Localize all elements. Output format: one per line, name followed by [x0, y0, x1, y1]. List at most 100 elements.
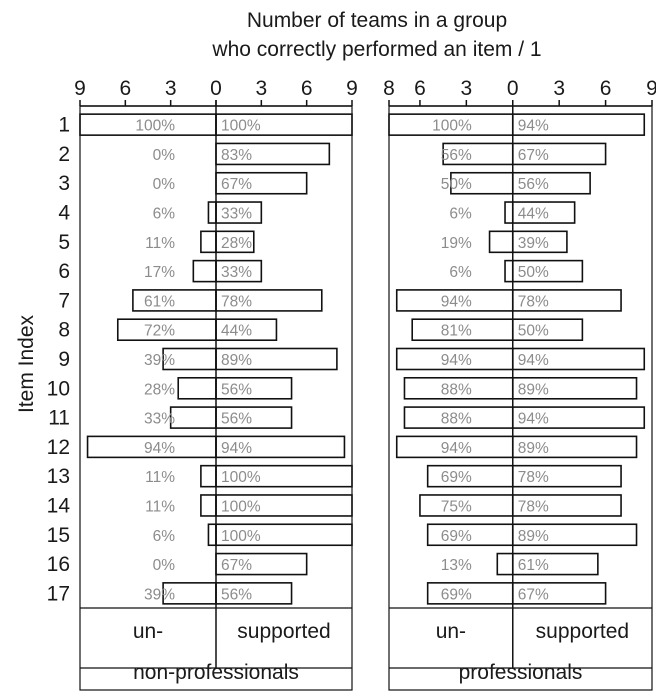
condition-label-supported: supported [237, 620, 330, 643]
data-label-supported-14: 78% [518, 498, 549, 515]
data-label-un-15: 69% [441, 528, 472, 545]
row-label-10: 10 [47, 377, 70, 400]
bar-supported-7 [511, 289, 622, 312]
row-label-14: 14 [47, 494, 71, 517]
x-tick-label: 6 [600, 77, 612, 100]
row-label-11: 11 [48, 407, 70, 430]
data-label-un-12: 94% [441, 440, 472, 457]
data-label-un-5: 19% [441, 235, 472, 252]
row-label-4: 4 [58, 202, 70, 225]
bar-un-6 [192, 259, 217, 283]
bar-supported-14 [215, 494, 353, 517]
data-label-supported-17: 67% [518, 586, 549, 603]
data-label-un-16: 13% [441, 557, 472, 574]
bar-supported-3 [511, 171, 591, 195]
data-label-un-6: 17% [144, 264, 175, 281]
bar-un-6 [504, 259, 514, 283]
data-label-un-5: 11% [145, 235, 175, 252]
bar-supported-11 [215, 406, 293, 429]
data-label-supported-8: 44% [221, 323, 252, 340]
bar-un-11 [169, 406, 217, 429]
row-label-12: 12 [47, 436, 70, 459]
data-label-supported-4: 33% [221, 206, 252, 223]
row-label-5: 5 [58, 231, 70, 254]
data-label-supported-10: 89% [518, 381, 549, 398]
data-label-supported-12: 89% [518, 440, 549, 457]
bar-supported-7 [215, 289, 323, 312]
data-label-supported-4: 44% [518, 206, 549, 223]
data-label-un-7: 61% [144, 293, 175, 310]
bar-supported-11 [511, 406, 646, 429]
data-label-supported-9: 94% [518, 352, 549, 369]
bar-supported-16 [215, 552, 308, 576]
bar-supported-5 [215, 230, 255, 254]
data-label-supported-8: 50% [518, 323, 549, 340]
data-label-un-17: 69% [441, 586, 472, 603]
x-tick-label: 9 [646, 77, 656, 100]
chart-title-line-1: Number of teams in a group [247, 9, 507, 32]
data-label-un-8: 81% [441, 323, 472, 340]
x-tick-label: 6 [119, 77, 131, 100]
x-tick-label: 3 [461, 77, 473, 100]
data-label-un-9: 94% [441, 352, 472, 369]
data-label-un-11: 88% [441, 411, 472, 428]
data-label-un-3: 0% [153, 176, 176, 193]
bar-un-16 [496, 552, 514, 576]
bar-supported-4 [215, 201, 263, 224]
data-label-supported-7: 78% [221, 293, 252, 310]
chart-title-line-2: who correctly performed an item / 1 [211, 38, 541, 61]
data-label-supported-5: 39% [518, 235, 549, 252]
bar-supported-9 [215, 347, 338, 371]
bar-supported-17 [215, 582, 293, 605]
data-label-supported-16: 61% [518, 557, 549, 574]
x-tick-label: 3 [165, 77, 177, 100]
data-label-supported-2: 83% [221, 147, 252, 164]
row-label-16: 16 [47, 553, 70, 576]
data-label-un-13: 69% [441, 469, 472, 486]
bar-un-4 [207, 201, 217, 224]
condition-label-un: un- [133, 620, 163, 643]
data-label-un-4: 6% [153, 206, 176, 223]
bar-supported-2 [215, 142, 331, 166]
data-label-supported-11: 56% [221, 411, 252, 428]
bar-supported-8 [215, 318, 278, 342]
data-label-un-16: 0% [153, 557, 176, 574]
data-label-supported-17: 56% [221, 586, 252, 603]
data-label-un-6: 6% [449, 264, 472, 281]
bar-supported-6 [511, 259, 584, 283]
data-label-supported-6: 33% [221, 264, 252, 281]
panel-non-professionals: 9 6 3 0 3 6 9 100% 100% 0% 83% 0% 67% 6% 33% 11% 28% 17% 3… [74, 77, 358, 691]
row-label-13: 13 [47, 465, 70, 488]
data-label-supported-3: 56% [518, 176, 549, 193]
row-label-17: 17 [47, 582, 70, 605]
data-label-un-14: 75% [441, 498, 472, 515]
bar-supported-8 [511, 318, 584, 342]
data-label-supported-9: 89% [221, 352, 252, 369]
data-label-supported-1: 94% [518, 118, 549, 135]
bar-supported-2 [511, 142, 607, 166]
data-label-supported-10: 56% [221, 381, 252, 398]
bar-supported-1 [511, 113, 646, 136]
data-label-un-9: 39% [144, 352, 175, 369]
data-label-supported-3: 67% [221, 176, 252, 193]
row-label-8: 8 [58, 319, 70, 342]
data-label-un-17: 39% [144, 586, 175, 603]
bar-supported-12 [215, 435, 346, 459]
bar-supported-3 [215, 171, 308, 195]
bar-supported-5 [511, 230, 568, 254]
row-label-15: 15 [47, 524, 70, 547]
bar-supported-13 [511, 464, 622, 488]
data-label-supported-1: 100% [221, 118, 261, 135]
x-tick-label: 0 [210, 77, 222, 100]
data-label-supported-15: 100% [221, 528, 261, 545]
data-label-un-12: 94% [144, 440, 175, 457]
data-label-supported-12: 94% [221, 440, 252, 457]
group-label-non-professionals: non-professionals [133, 661, 299, 684]
group-label-professionals: professionals [459, 661, 583, 684]
bar-un-13 [200, 464, 217, 488]
data-label-un-13: 11% [145, 469, 175, 486]
row-label-2: 2 [58, 143, 70, 166]
condition-label-un: un- [436, 620, 466, 643]
data-label-un-15: 6% [153, 528, 176, 545]
